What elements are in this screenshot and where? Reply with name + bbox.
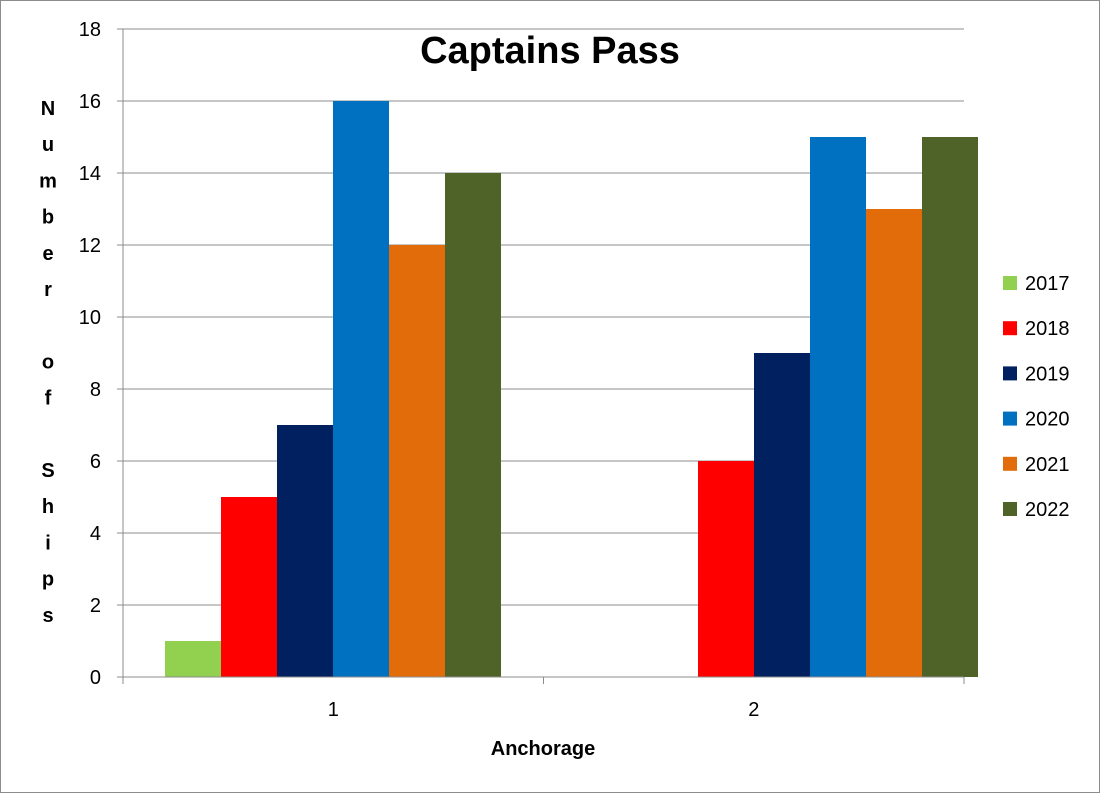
legend-label-2022: 2022	[1025, 499, 1070, 521]
y-tick-label: 6	[90, 451, 101, 473]
legend-swatch-2020	[1003, 411, 1017, 426]
y-axis-title-letter: r	[44, 279, 52, 301]
y-axis-title-letter: b	[42, 207, 54, 229]
legend-swatch-2017	[1003, 276, 1017, 290]
bar-2022-anchorage-2	[922, 137, 978, 677]
y-axis-title-letter: m	[39, 170, 57, 192]
y-tick-labels: 0 2 4 6 8 10 12 14 16 18	[79, 19, 101, 689]
bars	[165, 101, 978, 677]
y-tick-label: 16	[79, 91, 101, 113]
legend-label-2019: 2019	[1025, 363, 1070, 385]
x-axis-title: Anchorage	[491, 738, 595, 760]
bar-2019-anchorage-2	[754, 353, 810, 677]
y-axis-title-letter: e	[42, 243, 53, 265]
axes	[122, 29, 965, 684]
y-axis-title-letter: f	[45, 388, 52, 410]
bar-2018-anchorage-1	[221, 497, 277, 677]
legend-label-2020: 2020	[1025, 409, 1070, 431]
y-axis-title-letter: S	[41, 460, 54, 482]
y-tick-label: 0	[90, 667, 101, 689]
legend-swatch-2021	[1003, 456, 1017, 471]
y-axis-title-letter: o	[42, 351, 54, 373]
bar-2021-anchorage-2	[866, 209, 922, 677]
y-axis-title-letter: N	[41, 98, 55, 120]
y-tick-label: 14	[79, 163, 101, 185]
y-tick-label: 10	[79, 307, 101, 329]
y-tick-label: 4	[90, 523, 101, 545]
x-tick-label: 1	[328, 699, 339, 721]
y-tick-label: 8	[90, 379, 101, 401]
y-axis-title-letter: h	[42, 496, 54, 518]
y-tick-label: 2	[90, 595, 101, 617]
y-axis-title-letter: p	[42, 569, 54, 591]
bar-2017-anchorage-1	[165, 641, 221, 677]
bar-2020-anchorage-1	[333, 101, 389, 677]
legend-label-2021: 2021	[1025, 454, 1070, 476]
legend-swatch-2018	[1003, 321, 1017, 336]
y-axis-title-letter: s	[42, 605, 53, 627]
chart-title: Captains Pass	[420, 30, 680, 72]
y-axis-title-letter: u	[42, 134, 54, 156]
bar-2018-anchorage-2	[698, 461, 754, 677]
legend-label-2017: 2017	[1025, 273, 1070, 295]
y-axis-title-letter: i	[45, 532, 51, 554]
bar-2022-anchorage-1	[445, 173, 501, 677]
y-tick-label: 12	[79, 235, 101, 257]
legend-label-2018: 2018	[1025, 318, 1070, 340]
legend: 2017 2018 2019 2020 2021 2022	[1003, 273, 1070, 521]
legend-swatch-2022	[1003, 502, 1017, 516]
bar-2021-anchorage-1	[389, 245, 445, 677]
y-tick-label: 18	[79, 19, 101, 41]
bar-2019-anchorage-1	[277, 425, 333, 677]
x-tick-label: 2	[748, 699, 759, 721]
bar-2020-anchorage-2	[810, 137, 866, 677]
legend-swatch-2019	[1003, 366, 1017, 381]
